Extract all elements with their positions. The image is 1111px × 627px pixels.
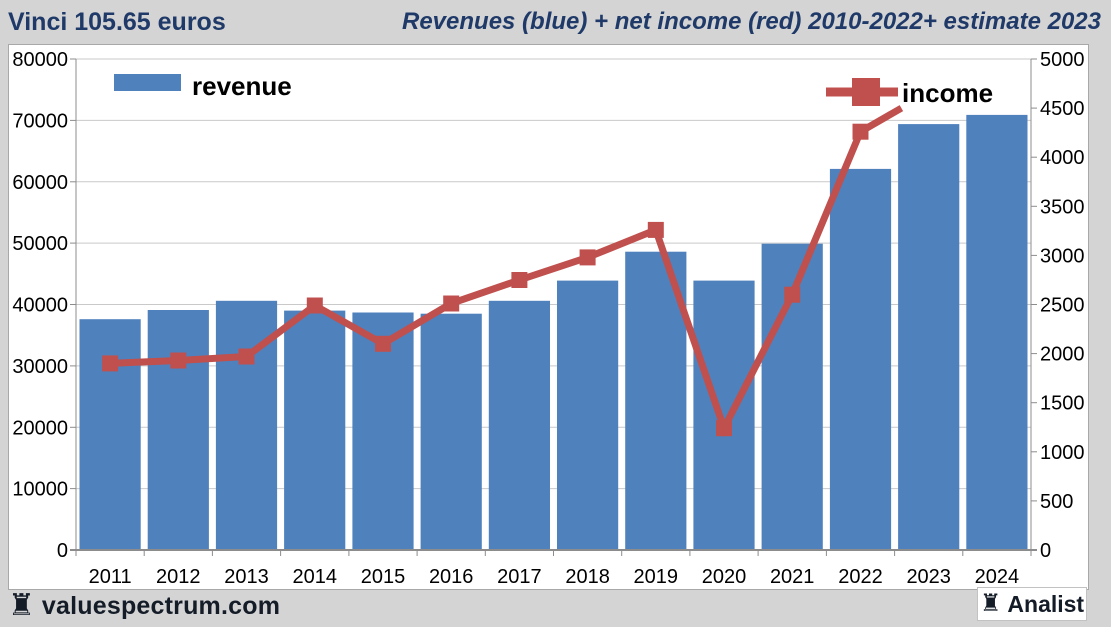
right-axis-label-1500: 1500 (1040, 393, 1085, 415)
x-axis-label-2019: 2019 (634, 566, 679, 588)
right-axis-label-3500: 3500 (1040, 196, 1085, 218)
right-axis-label-1000: 1000 (1040, 442, 1085, 464)
legend-income-marker (852, 78, 880, 106)
legend-revenue-swatch (114, 74, 181, 91)
x-axis-label-2022: 2022 (838, 566, 883, 588)
left-axis-label-50000: 50000 (12, 233, 68, 255)
bar-revenue-2023 (898, 124, 960, 550)
x-axis-label-2023: 2023 (906, 566, 951, 588)
right-axis-label-2500: 2500 (1040, 295, 1085, 317)
brand-name: valuespectrum.com (41, 591, 281, 620)
marker-income-2021 (784, 286, 801, 303)
bar-revenue-2019 (625, 251, 687, 550)
badge-name: Analist (1007, 590, 1085, 617)
left-axis-label-10000: 10000 (12, 479, 68, 501)
left-axis-label-30000: 30000 (12, 356, 68, 378)
bar-revenue-2012 (147, 310, 209, 550)
bar-revenue-2024 (966, 114, 1028, 551)
brand-footer: ♜ valuespectrum.com (8, 589, 280, 623)
x-axis-label-2020: 2020 (702, 566, 747, 588)
x-axis-label-2011: 2011 (89, 566, 132, 588)
right-axis-label-3000: 3000 (1040, 245, 1085, 267)
right-axis-label-2000: 2000 (1040, 344, 1085, 366)
marker-income-2015 (375, 335, 391, 352)
marker-income-2013 (238, 348, 255, 365)
bar-revenue-2011 (79, 319, 141, 550)
bar-revenue-2017 (488, 300, 550, 550)
bar-revenue-2022 (829, 168, 892, 550)
rook-icon: ♜ (8, 589, 35, 622)
bar-revenue-2015 (352, 312, 414, 550)
x-axis-label-2024: 2024 (975, 566, 1020, 588)
page-title: Vinci 105.65 euros (8, 7, 226, 36)
left-axis-label-20000: 20000 (12, 417, 68, 439)
legend-income-label: income (902, 78, 993, 108)
bar-revenue-2020 (693, 280, 755, 550)
bar-revenue-2016 (420, 313, 482, 550)
right-axis-label-5000: 5000 (1040, 49, 1085, 71)
chart-subtitle: Revenues (blue) + net income (red) 2010-… (402, 8, 1101, 35)
x-axis-label-2017: 2017 (497, 566, 542, 588)
marker-income-2020 (716, 420, 732, 437)
left-axis-label-70000: 70000 (12, 110, 68, 132)
bar-revenue-2018 (557, 280, 619, 550)
left-axis-label-40000: 40000 (12, 295, 68, 317)
x-axis-label-2014: 2014 (293, 566, 338, 588)
x-axis-label-2013: 2013 (224, 566, 269, 588)
x-axis-label-2016: 2016 (429, 566, 474, 588)
left-axis-label-80000: 80000 (12, 49, 68, 71)
rook-icon: ♜ (979, 590, 1002, 617)
marker-income-2022 (852, 123, 869, 140)
right-axis-label-0: 0 (1040, 540, 1051, 562)
right-axis-label-4500: 4500 (1040, 98, 1085, 120)
analist-badge: ♜ Analist (977, 587, 1087, 621)
left-axis-label-0: 0 (57, 540, 68, 562)
marker-income-2019 (647, 221, 664, 238)
marker-income-2018 (579, 249, 596, 266)
x-axis-label-2012: 2012 (156, 566, 201, 588)
bar-revenue-2014 (284, 310, 346, 550)
header: Vinci 105.65 euros Revenues (blue) + net… (0, 0, 1111, 44)
chart-canvas: 0100002000030000400005000060000700008000… (12, 49, 1085, 588)
x-axis-label-2021: 2021 (770, 566, 815, 588)
chart-frame: 0 10000 20000 30000 40000 50000 60000 70000 8000… (8, 44, 1089, 590)
legend-revenue-label: revenue (192, 71, 292, 101)
marker-income-2016 (443, 295, 460, 312)
marker-income-2011 (102, 355, 119, 372)
left-axis-label-60000: 60000 (12, 172, 68, 194)
x-axis-label-2015: 2015 (361, 566, 406, 588)
right-axis-label-500: 500 (1040, 491, 1073, 513)
marker-income-2017 (511, 272, 528, 288)
x-axis-label-2018: 2018 (565, 566, 610, 588)
marker-income-2014 (306, 297, 323, 314)
marker-income-2012 (170, 352, 187, 369)
right-axis-label-4000: 4000 (1040, 147, 1085, 169)
